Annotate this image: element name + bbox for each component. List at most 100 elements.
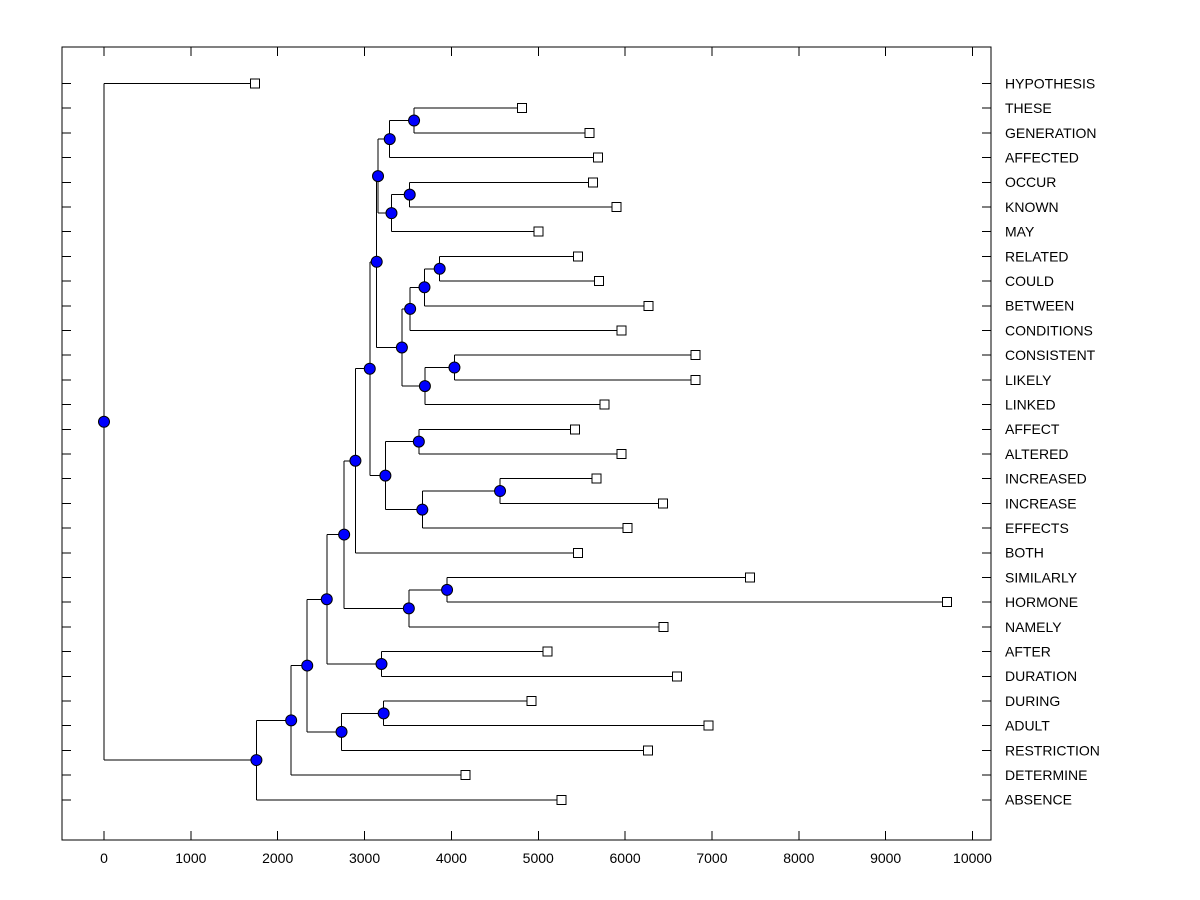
branch-node-marker[interactable]	[412, 435, 425, 448]
x-axis-tick-label: 10000	[953, 850, 992, 866]
leaf-label: INCREASE	[1005, 495, 1077, 511]
leaf-label: LIKELY	[1005, 372, 1052, 388]
leaf-label: HYPOTHESIS	[1005, 75, 1095, 91]
leaf-label: NAMELY	[1005, 619, 1062, 635]
node-markers-group	[98, 114, 507, 767]
leaf-marker[interactable]	[643, 300, 654, 311]
leaf-marker[interactable]	[460, 770, 471, 781]
leaf-marker[interactable]	[542, 646, 553, 657]
leaf-label: AFTER	[1005, 644, 1051, 660]
x-axis-tick-label: 3000	[349, 850, 380, 866]
x-axis-tick-label: 6000	[610, 850, 641, 866]
leaf-marker[interactable]	[941, 597, 952, 608]
leaf-marker[interactable]	[584, 127, 595, 138]
branch-node-marker[interactable]	[402, 602, 415, 615]
leaf-marker[interactable]	[250, 78, 261, 89]
leaf-marker[interactable]	[657, 498, 668, 509]
leaf-label: CONDITIONS	[1005, 322, 1093, 338]
leaf-marker[interactable]	[616, 449, 627, 459]
branch-node-marker[interactable]	[98, 415, 110, 428]
leaf-marker[interactable]	[611, 202, 622, 212]
leaf-marker[interactable]	[594, 276, 605, 287]
leaf-label: AFFECTED	[1005, 150, 1079, 166]
x-axis-tick-label: 2000	[262, 850, 293, 866]
branch-node-marker[interactable]	[379, 469, 392, 482]
leaf-marker[interactable]	[690, 350, 701, 361]
plot-border-group	[61, 46, 992, 841]
branch-node-marker[interactable]	[377, 707, 390, 720]
leaf-markers-group	[250, 78, 952, 805]
leaf-marker[interactable]	[556, 794, 567, 805]
labels-group: 0 1000 2000 3000 4000 5000 6000 7000 8000 9000 100…	[100, 75, 1100, 866]
leaf-marker[interactable]	[745, 572, 756, 583]
leaf-label: BOTH	[1005, 545, 1044, 561]
branch-node-marker[interactable]	[335, 725, 348, 738]
branch-node-marker[interactable]	[404, 302, 417, 315]
branch-node-marker[interactable]	[418, 281, 431, 294]
branch-node-marker[interactable]	[301, 659, 314, 672]
branch-node-marker[interactable]	[448, 361, 461, 374]
leaf-marker[interactable]	[573, 251, 584, 262]
branch-node-marker[interactable]	[385, 207, 398, 220]
branch-node-marker[interactable]	[383, 133, 396, 146]
branch-node-marker[interactable]	[416, 503, 429, 516]
leaf-marker[interactable]	[690, 374, 701, 385]
branch-node-marker[interactable]	[494, 485, 507, 498]
leaf-label: BETWEEN	[1005, 298, 1074, 314]
x-axis-tick-label: 1000	[175, 850, 206, 866]
leaf-marker[interactable]	[533, 226, 544, 237]
leaf-marker[interactable]	[622, 523, 633, 534]
leaf-marker[interactable]	[570, 424, 581, 435]
branch-node-marker[interactable]	[370, 255, 383, 268]
leaf-label: DURATION	[1005, 668, 1077, 684]
leaf-marker[interactable]	[591, 473, 602, 484]
branch-node-marker[interactable]	[363, 362, 376, 375]
leaf-marker[interactable]	[593, 152, 604, 163]
leaf-marker[interactable]	[587, 177, 598, 188]
x-axis-tick-label: 7000	[696, 850, 727, 866]
branch-node-marker[interactable]	[441, 583, 454, 596]
leaf-label: SIMILARLY	[1005, 569, 1078, 585]
leaf-label: ABSENCE	[1005, 792, 1072, 808]
branch-node-marker[interactable]	[408, 114, 421, 127]
branch-node-marker[interactable]	[433, 262, 446, 275]
leaf-label: CONSISTENT	[1005, 347, 1096, 363]
leaf-label: DETERMINE	[1005, 767, 1087, 783]
leaf-marker[interactable]	[671, 671, 682, 682]
x-axis-tick-label: 8000	[783, 850, 814, 866]
leaf-label: ALTERED	[1005, 446, 1069, 462]
x-axis-tick-label: 4000	[436, 850, 467, 866]
leaf-label: GENERATION	[1005, 125, 1097, 141]
leaf-marker[interactable]	[517, 103, 528, 114]
branch-node-marker[interactable]	[320, 593, 333, 606]
branch-node-marker[interactable]	[403, 188, 416, 201]
branch-node-marker[interactable]	[285, 714, 298, 727]
leaf-marker[interactable]	[703, 720, 714, 731]
leaf-label: MAY	[1005, 224, 1035, 240]
branch-node-marker[interactable]	[375, 657, 388, 670]
branch-node-marker[interactable]	[418, 380, 431, 393]
leaf-marker[interactable]	[572, 547, 583, 558]
leaf-marker[interactable]	[526, 696, 537, 706]
branch-node-marker[interactable]	[395, 341, 408, 354]
x-axis-tick-label: 9000	[870, 850, 901, 866]
leaf-label: HORMONE	[1005, 594, 1078, 610]
leaf-label: RELATED	[1005, 248, 1069, 264]
leaf-marker[interactable]	[599, 399, 610, 410]
leaf-label: EFFECTS	[1005, 520, 1069, 536]
leaf-marker[interactable]	[658, 621, 669, 632]
leaf-marker[interactable]	[616, 325, 627, 336]
leaf-label: INCREASED	[1005, 471, 1087, 487]
leaf-label: LINKED	[1005, 397, 1056, 413]
branch-node-marker[interactable]	[338, 528, 351, 541]
branch-node-marker[interactable]	[372, 170, 385, 183]
tree-branches-group	[103, 83, 947, 801]
branch-node-marker[interactable]	[250, 754, 263, 767]
branch-node-marker[interactable]	[349, 454, 362, 467]
leaf-label: OCCUR	[1005, 174, 1056, 190]
leaf-marker[interactable]	[643, 745, 654, 756]
leaf-label: COULD	[1005, 273, 1054, 289]
leaf-label: THESE	[1005, 100, 1052, 116]
